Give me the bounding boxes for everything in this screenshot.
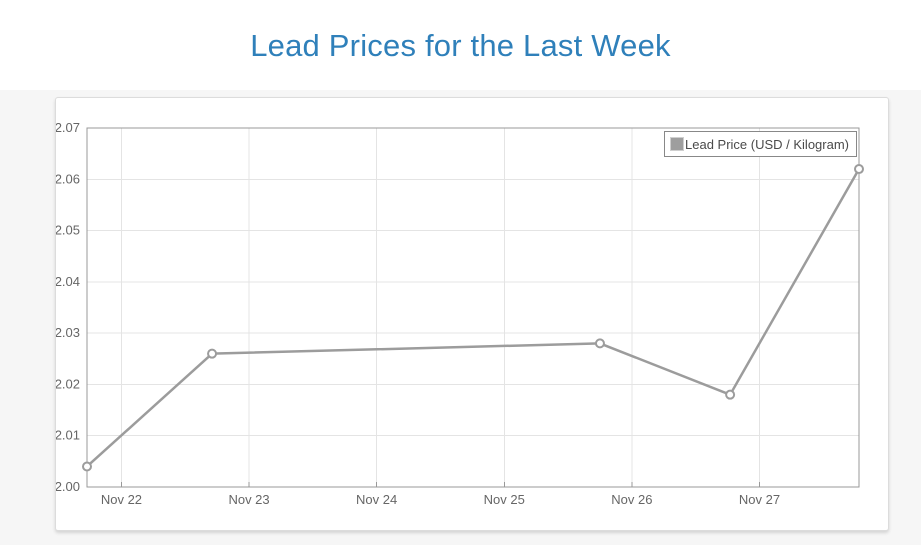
y-tick-label: 2.03 (56, 325, 80, 340)
plot-border (86, 127, 860, 488)
price-line (85, 167, 861, 468)
x-tick-label: Nov 25 (484, 492, 525, 507)
data-point-marker[interactable] (82, 461, 92, 472)
legend-swatch-icon (670, 137, 684, 151)
y-tick-label: 2.01 (56, 428, 80, 443)
legend-label: Lead Price (USD / Kilogram) (685, 136, 849, 152)
y-tick-label: 2.05 (56, 223, 80, 238)
x-tick-label: Nov 24 (356, 492, 397, 507)
data-point-marker[interactable] (594, 338, 605, 349)
price-line-chart: 2.00 2.01 2.02 2.03 2.04 2.05 2.06 2.07 Nov 22 No… (55, 120, 864, 507)
data-point-marker[interactable] (854, 164, 864, 175)
data-point-marker[interactable] (207, 348, 218, 359)
x-tick-label: Nov 27 (739, 492, 780, 507)
x-tick-label: Nov 23 (228, 492, 269, 507)
data-point-marker[interactable] (725, 389, 736, 400)
y-tick-label: 2.04 (56, 274, 80, 289)
y-tick-label: 2.07 (56, 120, 80, 135)
page-title: Lead Prices for the Last Week (250, 28, 671, 63)
legend-item[interactable]: Lead Price (USD / Kilogram) (664, 131, 857, 157)
y-tick-label: 2.02 (56, 376, 80, 391)
x-tick-label: Nov 22 (101, 492, 142, 507)
y-tick-label: 2.00 (56, 479, 80, 494)
y-tick-label: 2.06 (56, 171, 80, 186)
chart-panel: 2.00 2.01 2.02 2.03 2.04 2.05 2.06 2.07 Nov 22 No… (55, 97, 889, 531)
x-tick-label: Nov 26 (611, 492, 652, 507)
